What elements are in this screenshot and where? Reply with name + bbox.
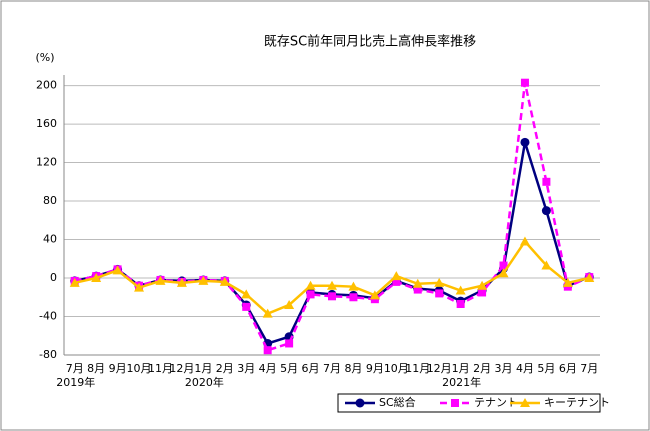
data-point (262, 308, 273, 318)
x-tick-label: 6月 (302, 362, 320, 375)
data-point (391, 271, 402, 281)
x-tick-label: 2月 (216, 362, 234, 375)
data-point (413, 285, 422, 294)
data-point (176, 277, 187, 287)
data-point (112, 265, 123, 275)
x-tick-label: 12月 (427, 362, 452, 375)
x-tick-label: 7月 (580, 362, 598, 375)
data-point (305, 280, 316, 290)
y-tick-label: 120 (36, 156, 57, 169)
legend-marker (451, 399, 459, 407)
y-tick-label: 200 (36, 79, 57, 92)
y-tick-label: 80 (43, 194, 57, 207)
data-point (285, 339, 294, 348)
y-tick-label: -40 (39, 310, 57, 323)
x-tick-label: 7月 (66, 362, 84, 375)
legend-label: キーテナント (544, 396, 610, 409)
data-point (478, 288, 487, 297)
x-tick-label: 9月 (366, 362, 384, 375)
legend-marker (355, 398, 365, 408)
year-label: 2019年 (56, 375, 95, 389)
y-tick-label: 160 (36, 117, 57, 130)
data-point (369, 290, 380, 300)
x-tick-label: 11月 (405, 362, 430, 375)
year-label: 2021年 (442, 375, 481, 389)
data-point (155, 275, 166, 285)
data-point (455, 285, 466, 295)
data-point (434, 277, 445, 287)
y-tick-label: -80 (39, 348, 57, 361)
legend-label: SC総合 (379, 395, 416, 409)
x-tick-label: 3月 (495, 362, 513, 375)
data-point (242, 302, 251, 311)
data-point (412, 278, 423, 288)
data-point (520, 137, 530, 147)
legend-marker (520, 398, 530, 407)
x-tick-label: 4月 (516, 362, 534, 375)
x-tick-label: 3月 (237, 362, 255, 375)
x-tick-label: 4月 (259, 362, 277, 375)
x-tick-label: 12月 (169, 362, 194, 375)
y-tick-label: 40 (43, 233, 57, 246)
year-label: 2020年 (185, 375, 224, 389)
data-point (542, 177, 551, 186)
x-tick-label: 7月 (323, 362, 341, 375)
x-tick-label: 8月 (87, 362, 105, 375)
data-point (306, 290, 315, 299)
data-point (519, 236, 530, 246)
y-tick-label: 0 (50, 271, 57, 284)
data-point (241, 289, 252, 299)
data-point (541, 260, 552, 270)
data-point (348, 281, 359, 291)
data-point (69, 277, 80, 287)
data-point (91, 273, 102, 283)
data-point (198, 275, 209, 285)
data-point (541, 206, 551, 216)
x-tick-label: 2月 (473, 362, 491, 375)
x-tick-label: 10月 (127, 362, 152, 375)
data-point (349, 293, 358, 302)
chart-title: 既存SC前年同月比売上高伸長率推移 (264, 34, 476, 50)
data-point (456, 300, 465, 309)
data-point (477, 280, 488, 290)
x-tick-label: 6月 (559, 362, 577, 375)
data-point (584, 273, 595, 283)
data-point (219, 276, 230, 286)
legend-label: テナント (474, 396, 518, 409)
x-tick-label: 1月 (194, 362, 212, 375)
y-unit: (%) (35, 51, 54, 64)
x-tick-label: 5月 (280, 362, 298, 375)
x-tick-label: 9月 (109, 362, 127, 375)
data-point (435, 289, 444, 298)
data-point (284, 299, 295, 309)
data-point (392, 277, 401, 286)
data-point (328, 292, 336, 301)
data-point (263, 346, 272, 355)
x-tick-label: 1月 (452, 362, 470, 375)
data-point (327, 280, 337, 290)
data-point (499, 261, 508, 270)
data-point (498, 268, 509, 278)
data-point (134, 282, 145, 292)
x-tick-label: 10月 (384, 362, 409, 375)
data-point (562, 277, 573, 287)
x-tick-label: 8月 (344, 362, 362, 375)
x-tick-label: 5月 (537, 362, 555, 375)
data-point (520, 78, 529, 87)
x-tick-label: 11月 (148, 362, 173, 375)
